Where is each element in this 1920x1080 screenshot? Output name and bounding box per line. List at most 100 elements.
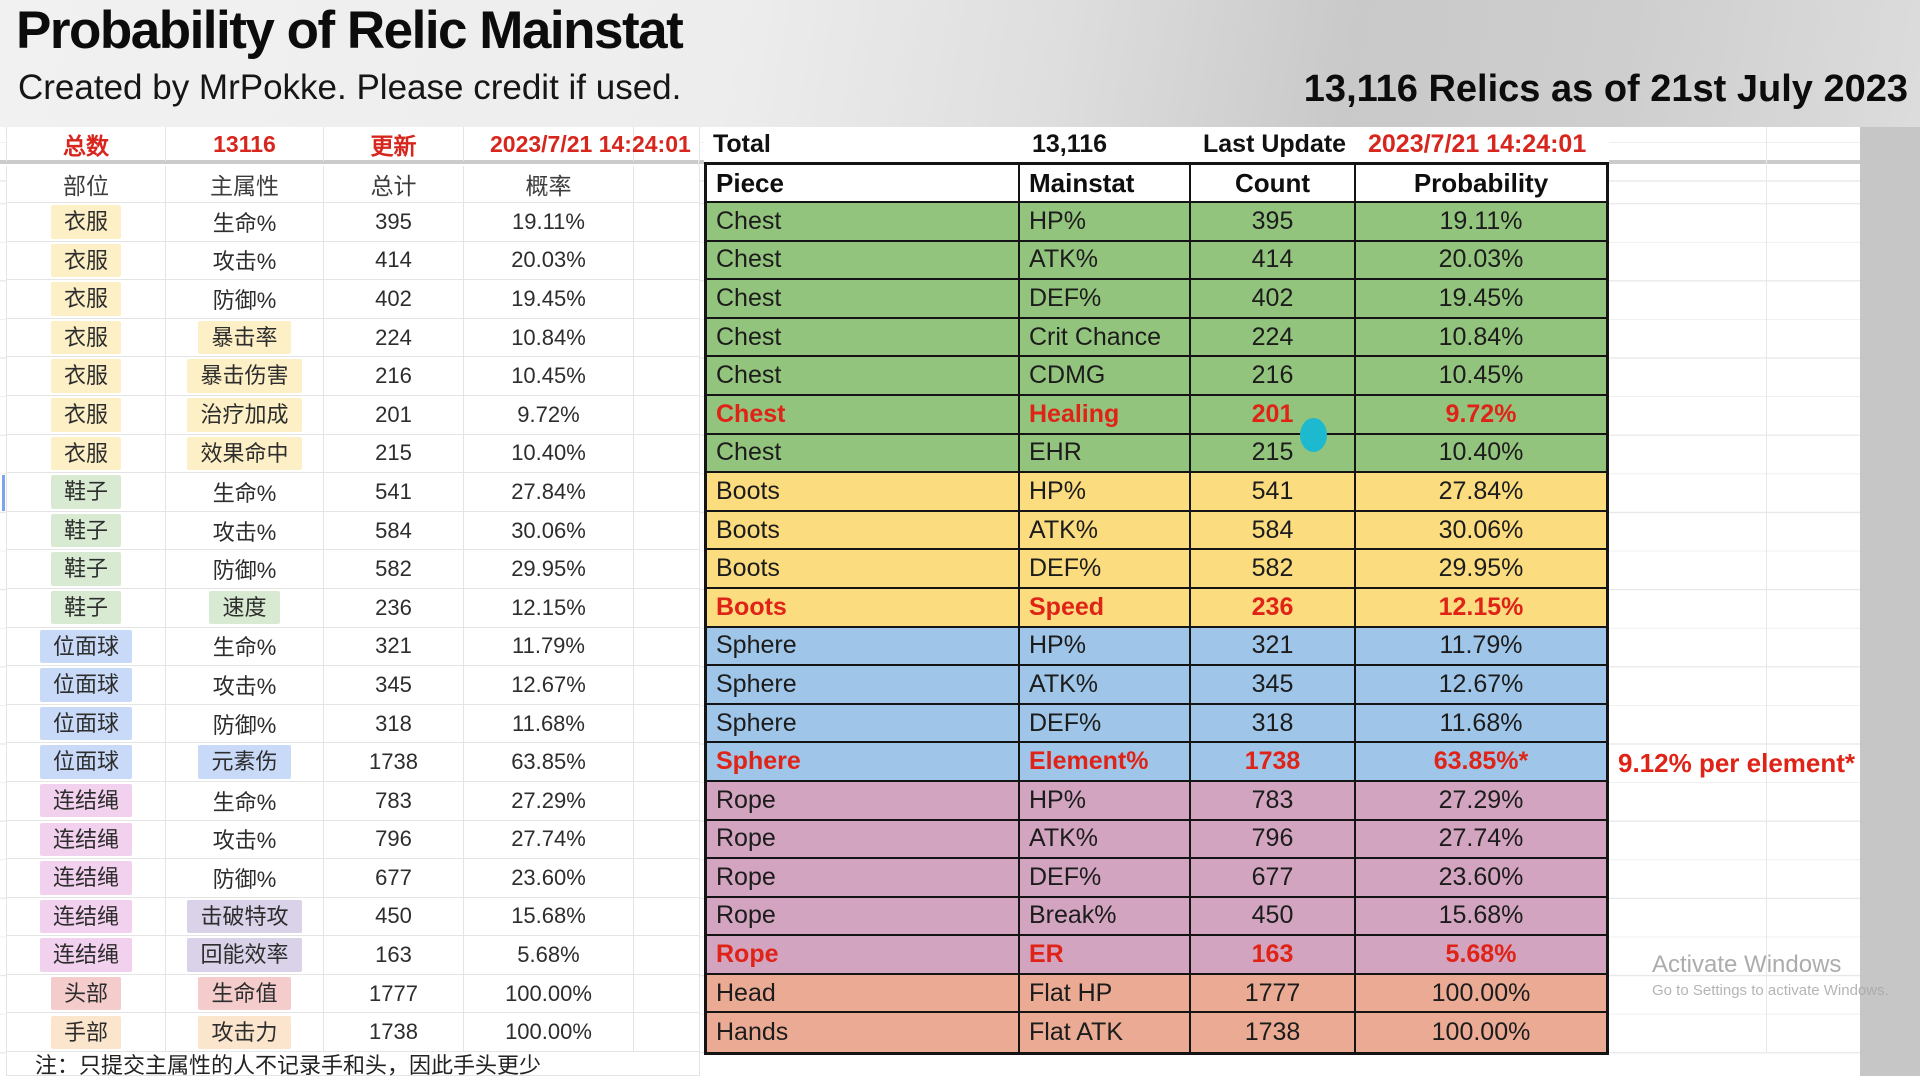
empty-cell[interactable] xyxy=(634,743,700,782)
empty-cell[interactable] xyxy=(634,203,700,242)
mainstat-cell[interactable]: Speed xyxy=(1020,588,1191,626)
probability-cell[interactable]: 20.03% xyxy=(464,241,634,281)
probability-cell[interactable]: 11.68% xyxy=(1439,708,1523,737)
piece-cell[interactable]: 衣服 xyxy=(6,280,166,319)
probability-cell[interactable]: 11.79% xyxy=(1439,631,1523,660)
probability-cell[interactable]: 27.84% xyxy=(1438,476,1524,505)
empty-cell[interactable] xyxy=(634,1013,700,1053)
piece-cell[interactable]: Rope xyxy=(707,820,1020,858)
count-cell[interactable]: 236 xyxy=(324,588,464,628)
probability-cell[interactable]: 27.74% xyxy=(1438,824,1524,853)
mainstat-cell[interactable]: 攻击% xyxy=(166,241,324,281)
empty-cell[interactable] xyxy=(634,550,700,589)
probability-cell[interactable]: 9.72% xyxy=(464,395,634,435)
cn-col-header-piece[interactable]: 部位 xyxy=(6,166,166,203)
mainstat-cell[interactable]: 生命% xyxy=(166,473,324,512)
piece-cell[interactable]: Chest xyxy=(707,241,1020,279)
mainstat-cell[interactable]: 防御% xyxy=(166,280,324,319)
empty-cell[interactable] xyxy=(634,974,700,1014)
en-col-header-probability[interactable]: Probability xyxy=(1413,167,1549,198)
count-cell[interactable]: 677 xyxy=(1191,859,1356,896)
mainstat-cell[interactable]: ATK% xyxy=(1020,241,1191,279)
count-cell[interactable]: 395 xyxy=(324,203,464,242)
mainstat-cell[interactable]: 速度 xyxy=(166,588,324,628)
piece-cell[interactable]: 衣服 xyxy=(6,318,166,358)
count-cell[interactable]: 541 xyxy=(1191,473,1356,510)
piece-cell[interactable]: 位面球 xyxy=(6,666,166,705)
piece-cell[interactable]: Boots xyxy=(707,473,1020,510)
cn-update-date-cell[interactable]: 2023/7/21 14:24:01 xyxy=(464,127,691,161)
empty-cell[interactable] xyxy=(634,781,700,821)
count-cell[interactable]: 1777 xyxy=(324,974,464,1014)
probability-cell[interactable]: 19.11% xyxy=(464,203,634,242)
count-cell[interactable]: 541 xyxy=(324,473,464,512)
count-cell[interactable]: 224 xyxy=(324,318,464,358)
probability-cell[interactable]: 19.45% xyxy=(464,280,634,319)
en-col-header-piece[interactable]: Piece xyxy=(707,165,1020,201)
piece-cell[interactable]: Rope xyxy=(707,936,1020,973)
mainstat-cell[interactable]: 效果命中 xyxy=(166,434,324,474)
count-cell[interactable]: 677 xyxy=(324,859,464,898)
mainstat-cell[interactable]: HP% xyxy=(1020,203,1191,240)
probability-cell[interactable]: 29.95% xyxy=(1438,554,1524,583)
count-cell[interactable]: 450 xyxy=(324,897,464,937)
count-cell[interactable]: 414 xyxy=(324,241,464,281)
en-col-header-mainstat[interactable]: Mainstat xyxy=(1020,165,1191,201)
empty-cell[interactable] xyxy=(634,473,700,512)
count-cell[interactable]: 345 xyxy=(324,666,464,705)
probability-cell[interactable]: 10.45% xyxy=(1438,361,1524,390)
probability-cell[interactable]: 15.68% xyxy=(464,897,634,937)
probability-cell[interactable]: 23.60% xyxy=(464,859,634,898)
count-cell[interactable]: 796 xyxy=(324,820,464,860)
piece-cell[interactable]: Boots xyxy=(707,550,1020,587)
piece-cell[interactable]: Rope xyxy=(707,859,1020,896)
probability-cell[interactable]: 19.11% xyxy=(1439,206,1523,235)
mainstat-cell[interactable]: 暴击伤害 xyxy=(166,357,324,396)
mainstat-cell[interactable]: DEF% xyxy=(1020,550,1191,587)
piece-cell[interactable]: Chest xyxy=(707,280,1020,317)
piece-cell[interactable]: 鞋子 xyxy=(6,588,166,628)
probability-cell[interactable]: 5.68% xyxy=(1445,940,1517,969)
mainstat-cell[interactable]: 生命% xyxy=(166,627,324,667)
piece-cell[interactable]: Sphere xyxy=(707,627,1020,665)
empty-cell[interactable] xyxy=(634,318,700,358)
count-cell[interactable]: 783 xyxy=(324,781,464,821)
empty-cell[interactable] xyxy=(634,588,700,628)
piece-cell[interactable]: 衣服 xyxy=(6,203,166,242)
probability-cell[interactable]: 12.15% xyxy=(1438,592,1524,621)
mainstat-cell[interactable]: 防御% xyxy=(166,859,324,898)
piece-cell[interactable]: 鞋子 xyxy=(6,550,166,589)
count-cell[interactable]: 402 xyxy=(324,280,464,319)
probability-cell[interactable]: 12.15% xyxy=(464,588,634,628)
cn-col-header-probability[interactable]: 概率 xyxy=(464,166,634,203)
cn-total-label-cell[interactable]: 总数 xyxy=(6,127,166,161)
mainstat-cell[interactable]: 生命% xyxy=(166,203,324,242)
empty-cell[interactable] xyxy=(634,859,700,898)
piece-cell[interactable]: Chest xyxy=(707,318,1020,356)
mainstat-cell[interactable]: 治疗加成 xyxy=(166,395,324,435)
cn-total-value-cell[interactable]: 13116 xyxy=(166,127,324,161)
probability-cell[interactable]: 27.74% xyxy=(464,820,634,860)
count-cell[interactable]: 318 xyxy=(324,704,464,744)
probability-cell[interactable]: 27.84% xyxy=(464,473,634,512)
mainstat-cell[interactable]: HP% xyxy=(1020,473,1191,510)
piece-cell[interactable]: 衣服 xyxy=(6,241,166,281)
count-cell[interactable]: 783 xyxy=(1191,781,1356,819)
mainstat-cell[interactable]: 生命% xyxy=(166,781,324,821)
probability-cell[interactable]: 27.29% xyxy=(464,781,634,821)
mainstat-cell[interactable]: 攻击% xyxy=(166,511,324,551)
piece-cell[interactable]: 位面球 xyxy=(6,704,166,744)
mainstat-cell[interactable]: 元素伤 xyxy=(166,743,324,782)
probability-cell[interactable]: 19.45% xyxy=(1438,283,1524,312)
mainstat-cell[interactable]: Element% xyxy=(1020,743,1191,780)
count-cell[interactable]: 402 xyxy=(1191,280,1356,317)
empty-cell[interactable] xyxy=(634,897,700,937)
probability-cell[interactable]: 30.06% xyxy=(464,511,634,551)
empty-cell[interactable] xyxy=(634,357,700,396)
piece-cell[interactable]: Sphere xyxy=(707,704,1020,742)
probability-cell[interactable]: 29.95% xyxy=(464,550,634,589)
mainstat-cell[interactable]: DEF% xyxy=(1020,704,1191,742)
probability-cell[interactable]: 30.06% xyxy=(1438,515,1524,544)
probability-cell[interactable]: 10.84% xyxy=(464,318,634,358)
mainstat-cell[interactable]: 攻击% xyxy=(166,820,324,860)
